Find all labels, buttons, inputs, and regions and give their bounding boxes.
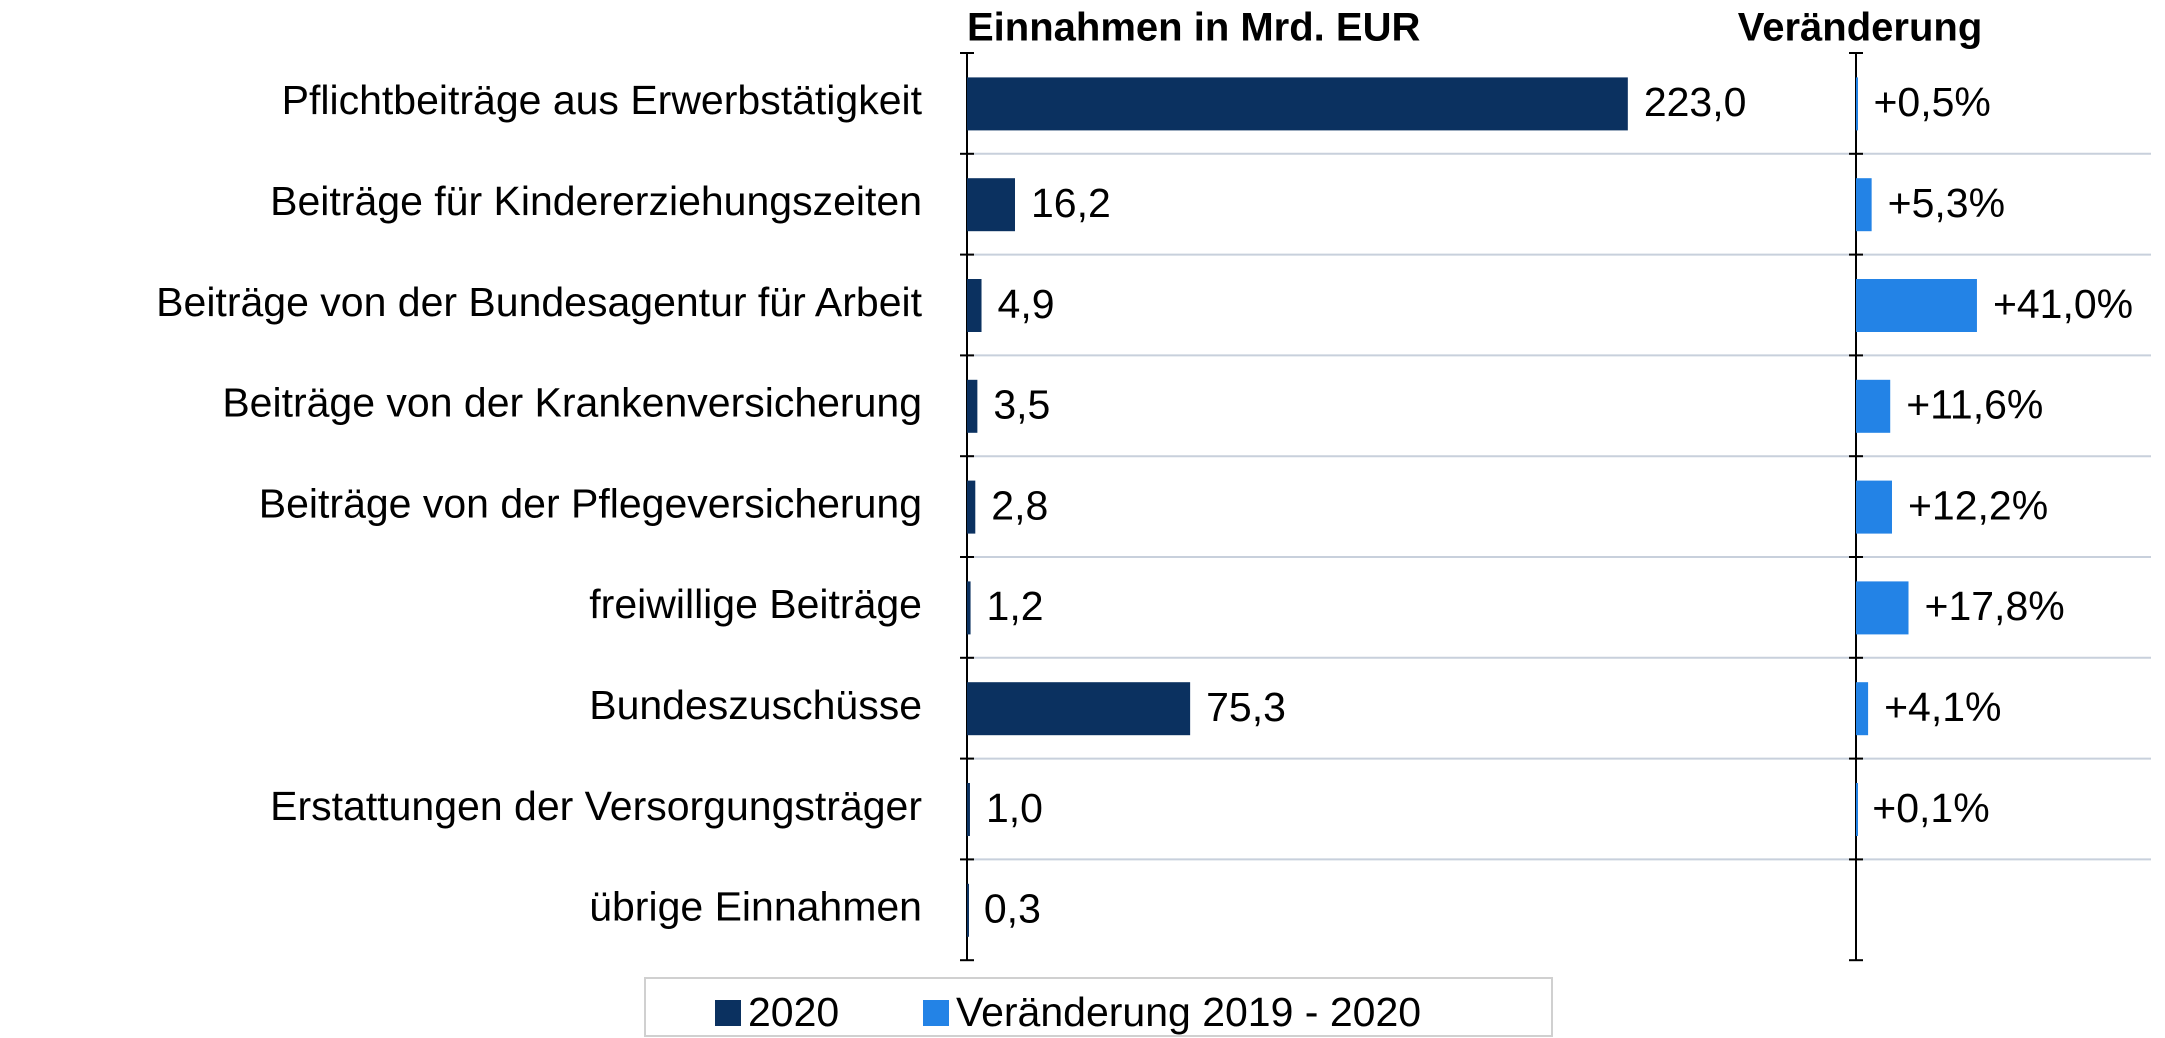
bar xyxy=(1856,783,1858,836)
value-label: +0,5% xyxy=(1873,79,1990,125)
value-label: 16,2 xyxy=(1031,180,1111,226)
value-label: +5,3% xyxy=(1888,180,2005,226)
value-label: 2,8 xyxy=(991,482,1048,528)
category-label: Erstattungen der Versorgungsträger xyxy=(270,783,922,829)
value-label: +41,0% xyxy=(1993,281,2133,327)
value-label: +0,1% xyxy=(1872,785,1989,831)
category-label: Pflichtbeiträge aus Erwerbstätigkeit xyxy=(282,77,923,123)
bar xyxy=(967,178,1016,232)
legend-swatch xyxy=(715,1000,741,1026)
category-label: Bundeszuschüsse xyxy=(589,682,922,728)
panel-title: Veränderung xyxy=(1738,6,1983,50)
value-label: 0,3 xyxy=(984,886,1041,932)
legend-box xyxy=(644,977,1553,1037)
bar xyxy=(967,77,1628,131)
category-label: übrige Einnahmen xyxy=(589,884,922,930)
category-label: Beiträge von der Pflegeversicherung xyxy=(259,480,922,526)
bar xyxy=(967,883,969,937)
value-label: +11,6% xyxy=(1906,382,2043,428)
category-label: Beiträge von der Bundesagentur für Arbei… xyxy=(156,279,922,325)
bar xyxy=(967,783,970,836)
legend-label: 2020 xyxy=(748,989,839,1035)
value-label: 3,5 xyxy=(993,382,1050,428)
value-label: +4,1% xyxy=(1884,684,2001,730)
value-label: 223,0 xyxy=(1644,79,1747,125)
bar xyxy=(1856,682,1869,736)
panel-title: Einnahmen in Mrd. EUR xyxy=(967,6,1420,50)
bar xyxy=(1856,581,1909,635)
bar xyxy=(967,581,971,635)
value-label: 1,2 xyxy=(987,583,1044,629)
value-label: 75,3 xyxy=(1206,684,1286,730)
category-label: Beiträge von der Krankenversicherung xyxy=(222,380,922,426)
bar xyxy=(967,682,1191,736)
bar xyxy=(967,379,978,433)
bar xyxy=(1856,379,1891,433)
value-label: 4,9 xyxy=(998,281,1055,327)
category-label: Beiträge für Kindererziehungszeiten xyxy=(270,178,922,224)
value-label: 1,0 xyxy=(986,785,1043,831)
legend-label: Veränderung 2019 - 2020 xyxy=(956,989,1421,1035)
value-label: +17,8% xyxy=(1925,583,2065,629)
bar xyxy=(1856,480,1892,534)
bar xyxy=(967,279,982,332)
category-label: freiwillige Beiträge xyxy=(589,581,922,627)
bar xyxy=(967,480,976,534)
bar xyxy=(1856,279,1977,332)
value-label: +12,2% xyxy=(1908,482,2048,528)
bar xyxy=(1856,178,1872,232)
bar xyxy=(1856,77,1858,131)
legend-swatch xyxy=(923,1000,949,1026)
